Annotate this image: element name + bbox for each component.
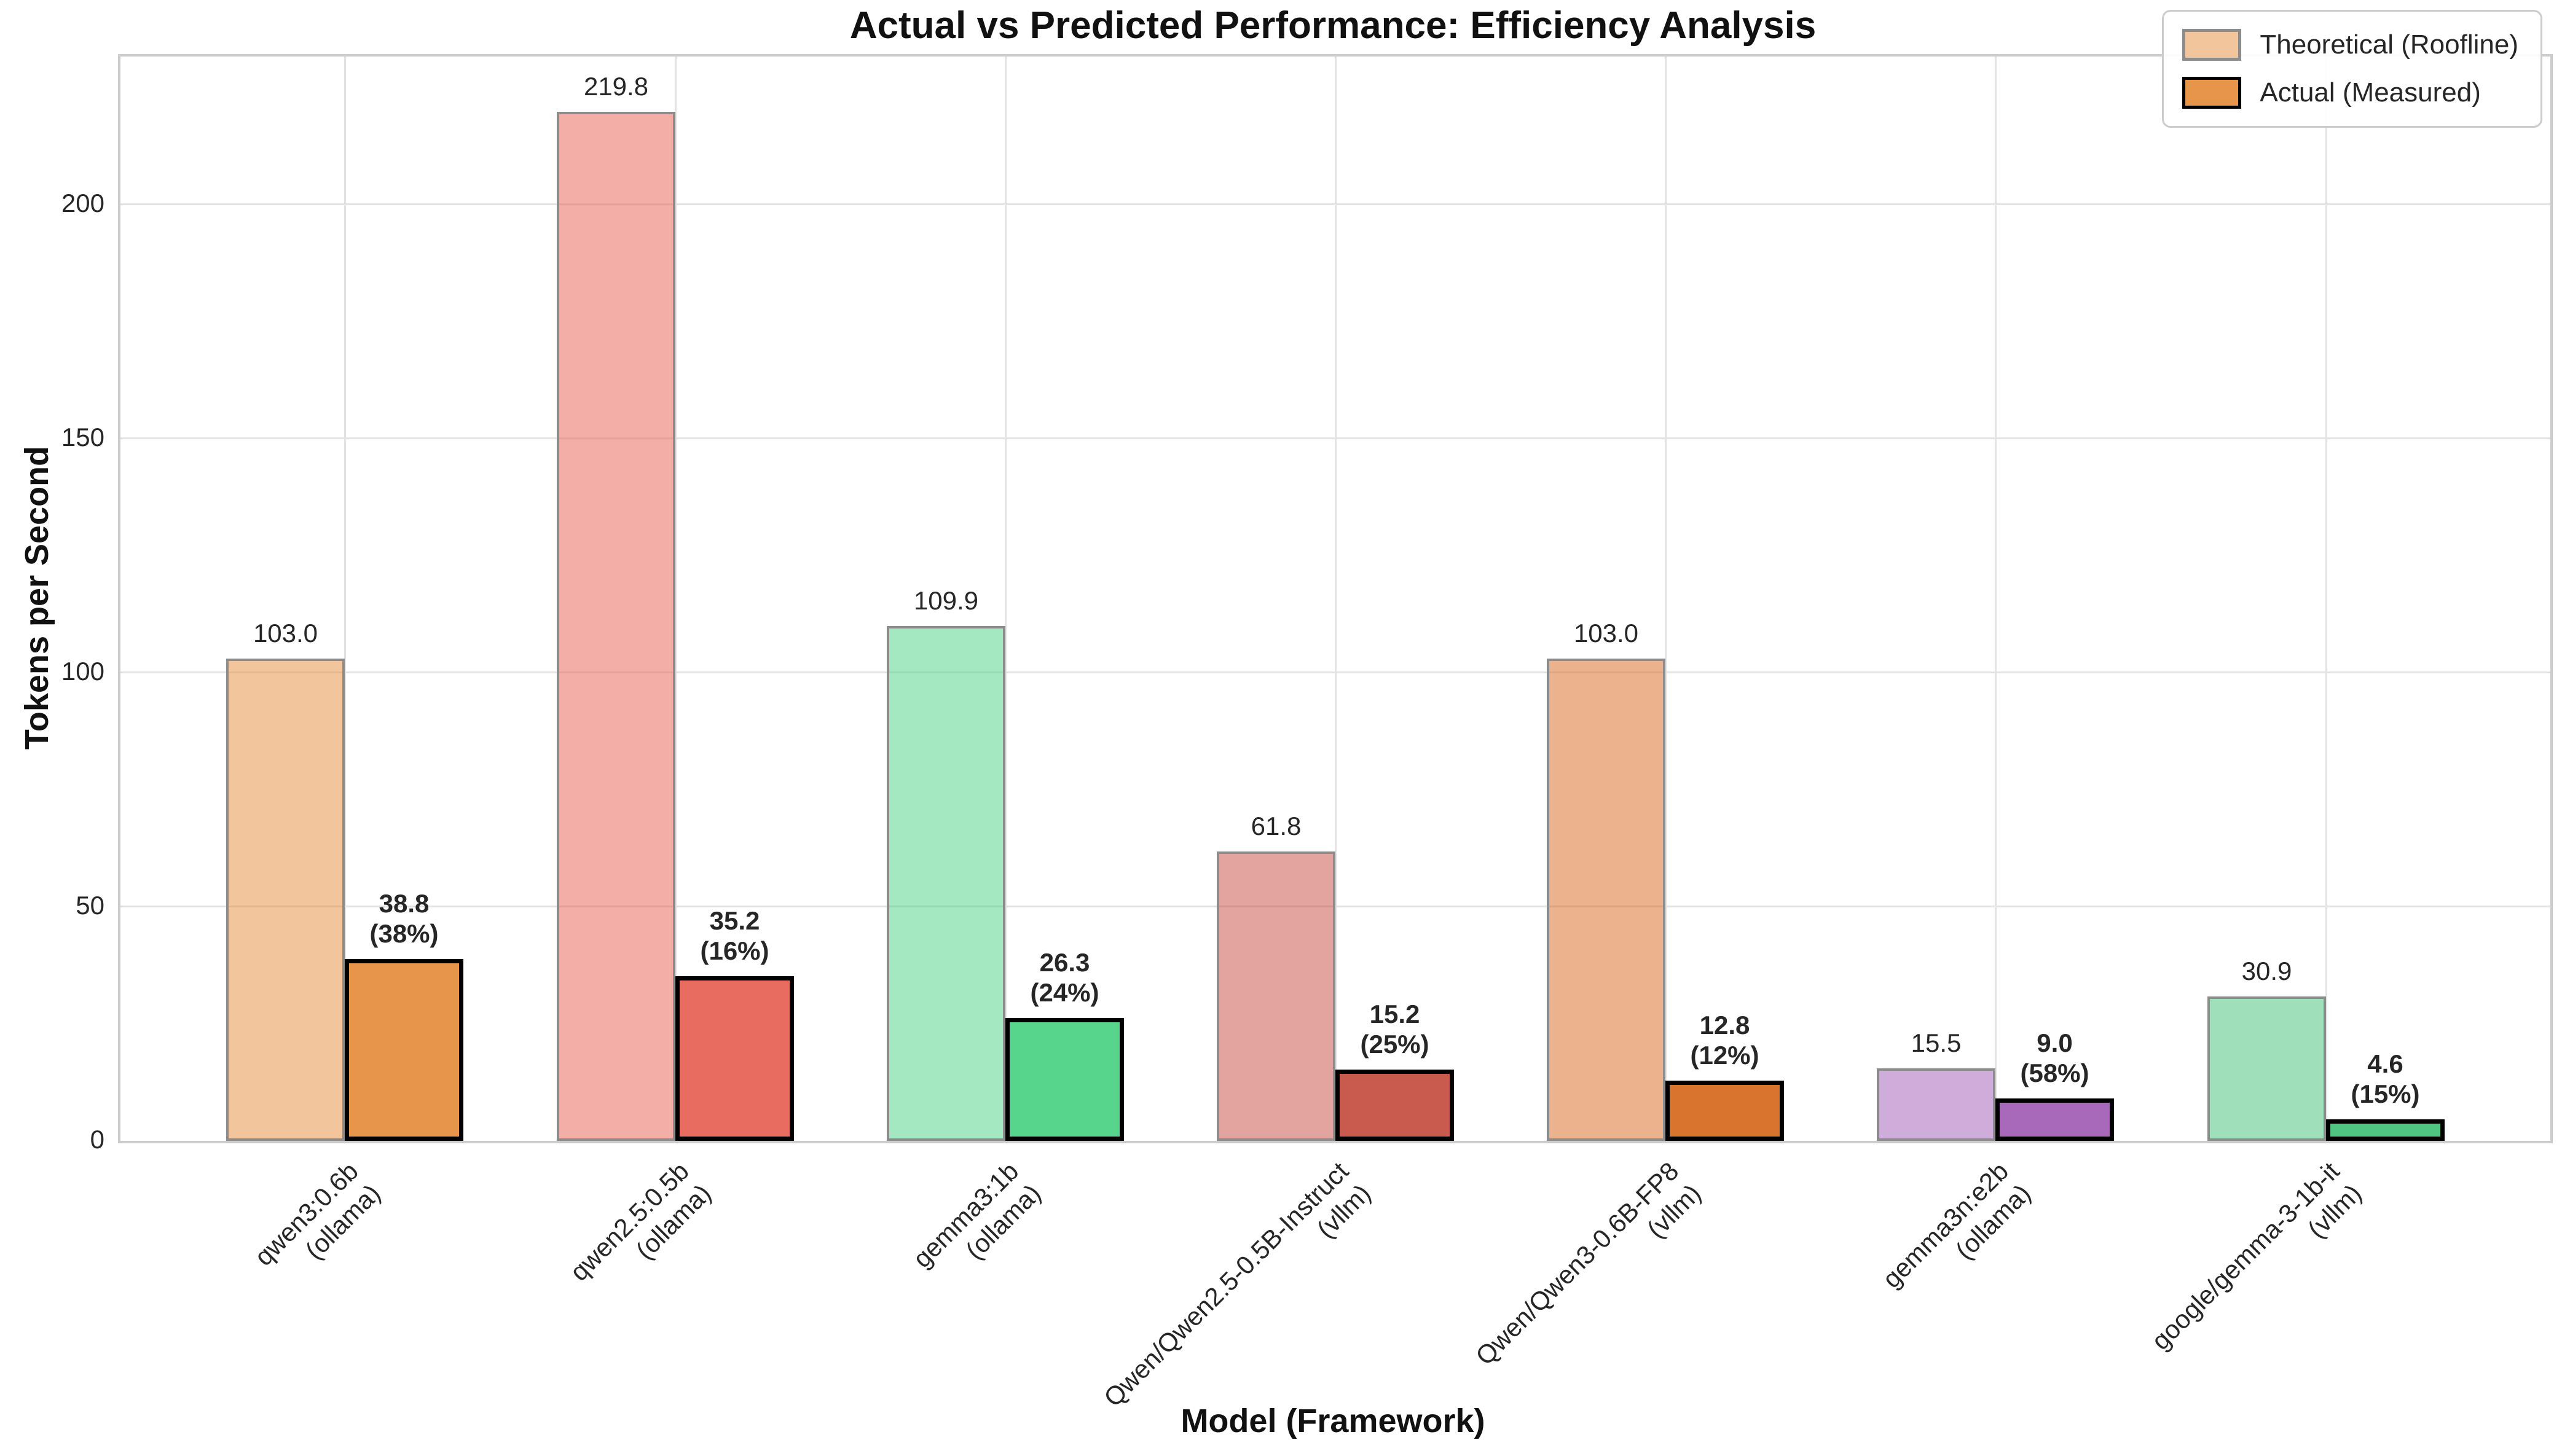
theoretical-value-label: 219.8 (583, 72, 649, 101)
theoretical-bar (557, 112, 675, 1141)
actual-bar (675, 976, 794, 1141)
actual-bar (345, 959, 463, 1141)
theoretical-bar (1217, 851, 1335, 1141)
y-tick-label: 200 (61, 189, 104, 217)
actual-bar (1665, 1081, 1784, 1141)
x-tick-label-text: qwen2.5:0.5b (ollama) (564, 1156, 717, 1286)
x-tick-label-text: gemma3n:e2b (ollama) (1877, 1156, 2037, 1294)
theoretical-bar (1877, 1068, 1995, 1141)
y-tick-label: 100 (61, 657, 104, 686)
theoretical-bar (226, 659, 345, 1141)
actual-value-label: 38.8 (38%) (369, 888, 439, 949)
plot-area: 103.0 38.8 (38%) 219.8 35.2 (16%) 109.9 26.3 … (118, 54, 2553, 1143)
x-gridline (344, 57, 346, 1141)
y-axis-label: Tokens per Second (18, 445, 55, 750)
theoretical-value-label: 15.5 (1911, 1028, 1962, 1058)
x-gridline (1335, 57, 1337, 1141)
actual-value-label: 26.3 (24%) (1030, 947, 1099, 1008)
legend-swatch (2182, 29, 2242, 61)
x-gridline (1005, 57, 1007, 1141)
legend-row: Theoretical (Roofline) (2182, 29, 2518, 61)
x-tick-label-text: gemma3:1b (ollama) (907, 1156, 1047, 1274)
actual-value-label: 4.6 (15%) (2351, 1049, 2420, 1109)
x-gridline (1995, 57, 1997, 1141)
actual-bar (2326, 1119, 2445, 1141)
x-gridline (2325, 57, 2327, 1141)
y-tick-label: 0 (90, 1125, 104, 1154)
theoretical-bar (887, 626, 1005, 1141)
legend: Theoretical (Roofline) Actual (Measured) (2162, 10, 2542, 128)
theoretical-value-label: 103.0 (253, 619, 318, 648)
theoretical-bar (2207, 996, 2326, 1141)
y-tick-label: 50 (76, 891, 104, 920)
theoretical-value-label: 61.8 (1251, 812, 1302, 841)
y-tick-label: 150 (61, 423, 104, 452)
actual-value-label: 35.2 (16%) (700, 906, 769, 966)
x-tick-label-text: Qwen/Qwen3-0.6B-FP8 (vllm) (1470, 1156, 1707, 1371)
theoretical-value-label: 30.9 (2241, 957, 2292, 986)
x-axis-label: Model (Framework) (1181, 1403, 1485, 1439)
theoretical-bar (1547, 659, 1665, 1141)
legend-label: Theoretical (Roofline) (2260, 29, 2518, 60)
actual-bar (1005, 1018, 1124, 1141)
x-gridline (1665, 57, 1667, 1141)
actual-bar (1335, 1070, 1454, 1141)
chart-title: Actual vs Predicted Performance: Efficie… (849, 4, 1817, 47)
legend-swatch (2182, 77, 2242, 109)
x-tick-label-text: google/gemma-3-1b-it (vllm) (2145, 1156, 2367, 1356)
actual-bar (1995, 1098, 2114, 1141)
x-gridline (675, 57, 677, 1141)
x-tick-label-text: qwen3:0.6b (ollama) (248, 1156, 386, 1272)
theoretical-value-label: 103.0 (1573, 619, 1639, 648)
theoretical-value-label: 109.9 (913, 586, 979, 616)
actual-value-label: 15.2 (25%) (1360, 999, 1429, 1059)
legend-label: Actual (Measured) (2260, 77, 2481, 108)
actual-value-label: 9.0 (58%) (2020, 1028, 2089, 1088)
x-tick-label-text: Qwen/Qwen2.5-0.5B-Instruct (vllm) (1098, 1156, 1377, 1412)
legend-row: Actual (Measured) (2182, 77, 2518, 109)
actual-value-label: 12.8 (12%) (1690, 1010, 1759, 1070)
